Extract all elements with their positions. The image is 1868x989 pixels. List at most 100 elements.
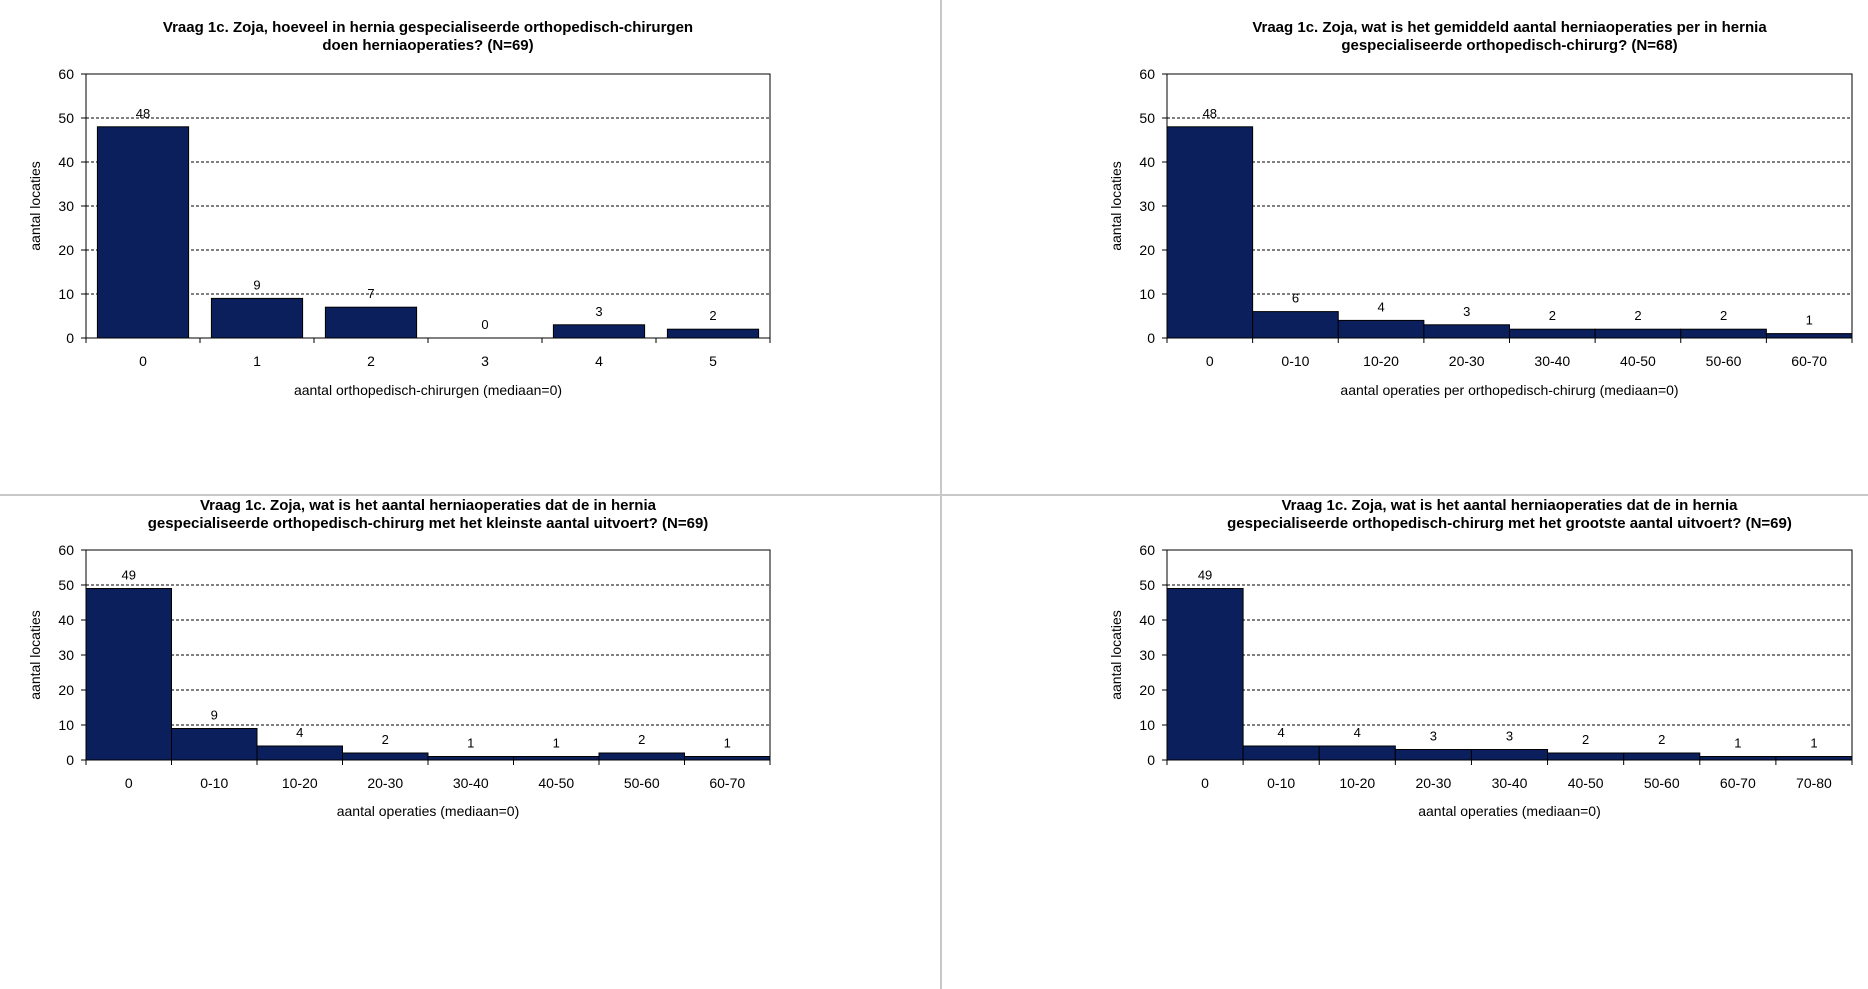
bar-0-10: [171, 728, 258, 761]
data-label: 49: [122, 568, 136, 583]
data-label: 7: [367, 286, 374, 301]
data-label: 1: [1810, 736, 1817, 751]
y-tick-label: 10: [1139, 286, 1155, 302]
y-tick-label: 40: [1139, 612, 1155, 628]
bar-2: [324, 306, 418, 339]
x-tick-label: 3: [481, 353, 489, 369]
y-tick-label: 0: [66, 752, 74, 768]
x-tick-label: 0: [1206, 353, 1214, 369]
data-label: 4: [1278, 725, 1285, 740]
x-tick-label: 2: [367, 353, 375, 369]
chart-title-line-2: gespecialiseerde orthopedisch-chirurg me…: [1227, 515, 1792, 532]
y-axis-label: aantal locaties: [1108, 610, 1124, 700]
y-tick-label: 20: [1139, 242, 1155, 258]
x-tick-label: 60-70: [1791, 353, 1827, 369]
data-label: 2: [1658, 732, 1665, 747]
bar-60-70: [1699, 756, 1777, 761]
data-label: 2: [1549, 308, 1556, 323]
y-tick-label: 0: [66, 330, 74, 346]
bar-40-50: [1547, 752, 1625, 761]
chart-title-line-2: gespecialiseerde orthopedisch-chirurg me…: [148, 515, 709, 532]
y-tick-label: 50: [1139, 110, 1155, 126]
bar-0: [85, 588, 172, 761]
chart-title-line-2: doen herniaoperaties? (N=69): [322, 37, 533, 54]
x-tick-label: 0-10: [200, 775, 228, 791]
data-label: 6: [1292, 291, 1299, 306]
data-label: 2: [1634, 308, 1641, 323]
chart-panel-3: Vraag 1c. Zoja, wat is het aantal hernia…: [0, 496, 940, 989]
y-tick-label: 40: [1139, 154, 1155, 170]
x-axis-label: aantal orthopedisch-chirurgen (mediaan=0…: [294, 382, 562, 398]
x-tick-label: 20-30: [1449, 353, 1485, 369]
y-tick-label: 10: [58, 717, 74, 733]
x-tick-label: 20-30: [367, 775, 403, 791]
x-tick-label: 0: [139, 353, 147, 369]
chart-panel-4: Vraag 1c. Zoja, wat is het aantal hernia…: [942, 496, 1868, 989]
x-tick-label: 0-10: [1281, 353, 1309, 369]
x-axis-label: aantal operaties per orthopedisch-chirur…: [1340, 382, 1678, 398]
y-tick-label: 20: [1139, 682, 1155, 698]
data-label: 3: [1430, 729, 1437, 744]
data-label: 1: [1734, 736, 1741, 751]
bar-0: [96, 126, 190, 339]
x-tick-label: 60-70: [1720, 775, 1756, 791]
x-axis-label: aantal operaties (mediaan=0): [1418, 803, 1601, 819]
chart-3-content: Vraag 1c. Zoja, wat is het aantal hernia…: [27, 497, 771, 819]
x-tick-label: 1: [253, 353, 261, 369]
data-label: 2: [1582, 732, 1589, 747]
y-tick-label: 20: [58, 682, 74, 698]
y-tick-label: 30: [1139, 198, 1155, 214]
y-tick-label: 30: [1139, 647, 1155, 663]
chart-3: Vraag 1c. Zoja, wat is het aantal hernia…: [27, 497, 771, 819]
y-tick-label: 50: [1139, 577, 1155, 593]
bar-50-60: [1680, 328, 1767, 339]
chart-1-content: Vraag 1c. Zoja, hoeveel in hernia gespec…: [27, 19, 771, 398]
y-tick-label: 50: [58, 110, 74, 126]
x-tick-label: 20-30: [1415, 775, 1451, 791]
y-tick-label: 30: [58, 198, 74, 214]
bar-20-30: [342, 752, 429, 761]
chart-title-line-1: Vraag 1c. Zoja, wat is het aantal hernia…: [200, 497, 657, 514]
chart-4: Vraag 1c. Zoja, wat is het aantal hernia…: [1108, 497, 1853, 819]
y-tick-label: 60: [1139, 66, 1155, 82]
chart-title-line-1: Vraag 1c. Zoja, wat is het aantal hernia…: [1282, 497, 1739, 514]
x-tick-label: 50-60: [1644, 775, 1680, 791]
bar-70-80: [1775, 756, 1853, 761]
bar-50-60: [1623, 752, 1701, 761]
x-tick-label: 50-60: [624, 775, 660, 791]
data-label: 1: [553, 736, 560, 751]
y-axis-label: aantal locaties: [27, 610, 43, 700]
bar-40-50: [1594, 328, 1682, 339]
data-label: 2: [709, 308, 716, 323]
bar-1: [210, 297, 304, 339]
bar-50-60: [598, 752, 685, 761]
data-label: 9: [211, 708, 218, 723]
bar-4: [552, 324, 646, 339]
y-axis-label: aantal locaties: [27, 161, 43, 251]
data-label: 2: [638, 732, 645, 747]
x-tick-label: 5: [709, 353, 717, 369]
y-tick-label: 10: [1139, 717, 1155, 733]
x-tick-label: 0: [125, 775, 133, 791]
chart-title-line-1: Vraag 1c. Zoja, hoeveel in hernia gespec…: [163, 19, 693, 36]
x-axis-label: aantal operaties (mediaan=0): [337, 803, 520, 819]
y-tick-label: 20: [58, 242, 74, 258]
data-label: 3: [1463, 304, 1470, 319]
x-tick-label: 40-50: [1568, 775, 1604, 791]
x-tick-label: 30-40: [1492, 775, 1528, 791]
x-tick-label: 0: [1201, 775, 1209, 791]
bar-30-40: [1509, 328, 1596, 339]
y-tick-label: 0: [1147, 752, 1155, 768]
chart-2: Vraag 1c. Zoja, wat is het gemiddeld aan…: [1108, 19, 1853, 398]
data-label: 0: [481, 317, 488, 332]
bar-0-10: [1252, 311, 1339, 339]
y-tick-label: 60: [1139, 542, 1155, 558]
x-tick-label: 0-10: [1267, 775, 1295, 791]
x-tick-label: 40-50: [538, 775, 574, 791]
bar-10-20: [1337, 319, 1425, 339]
data-label: 48: [1203, 106, 1217, 121]
chart-title-line-2: gespecialiseerde orthopedisch-chirurg? (…: [1341, 37, 1677, 54]
y-tick-label: 60: [58, 66, 74, 82]
x-tick-label: 30-40: [1534, 353, 1570, 369]
